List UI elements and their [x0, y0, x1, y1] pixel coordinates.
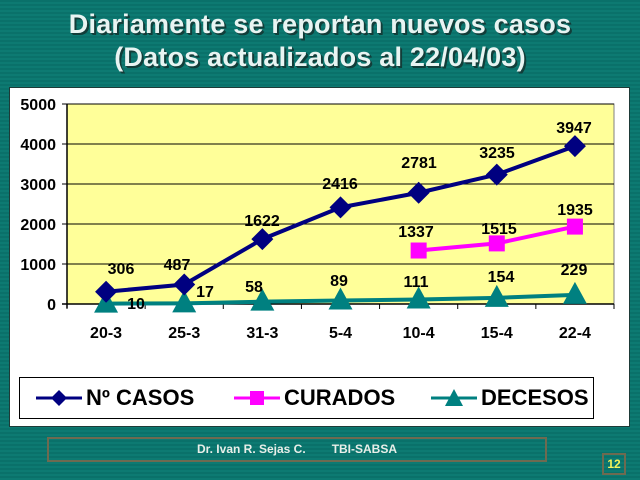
- legend-item-curados: CURADOS: [234, 378, 395, 418]
- square-marker-icon: [488, 235, 505, 252]
- data-label: 154: [488, 269, 515, 286]
- y-tick-label: 0: [47, 297, 56, 314]
- data-labels: 306 487 1622 2416 2781 3235 3947 1337 1515 1935 10…: [108, 120, 593, 313]
- legend-label-decesos: DECESOS: [481, 385, 589, 410]
- diamond-marker-icon: [251, 228, 274, 251]
- data-label: 1337: [398, 224, 434, 241]
- data-label: 306: [108, 261, 135, 278]
- data-label: 3235: [479, 145, 515, 162]
- data-label: 111: [404, 274, 429, 291]
- triangle-marker-icon: [172, 290, 197, 313]
- diamond-marker-icon: [329, 196, 352, 219]
- square-marker-icon: [566, 218, 583, 235]
- diamond-marker-icon: [173, 273, 196, 296]
- data-label: 2416: [322, 176, 358, 193]
- chart-legend: Nº CASOS CURADOS DECESOS: [19, 377, 594, 419]
- data-label: 3947: [556, 120, 592, 137]
- triangle-marker-icon: [328, 287, 353, 310]
- diamond-marker-icon: [485, 163, 508, 186]
- x-tick-label: 10-4: [403, 325, 435, 342]
- y-tick-label: 2000: [20, 217, 56, 234]
- data-label: 17: [196, 284, 214, 301]
- data-label: 89: [330, 273, 348, 290]
- legend-item-casos: Nº CASOS: [36, 378, 194, 418]
- x-tick-label: 20-3: [90, 325, 122, 342]
- page-number: 12: [602, 453, 626, 475]
- data-label: 10: [127, 296, 145, 313]
- data-label: 1935: [557, 202, 593, 219]
- triangle-marker-icon: [562, 281, 587, 304]
- triangle-marker-icon: [406, 286, 431, 309]
- x-tick-label: 25-3: [168, 325, 200, 342]
- data-label: 2781: [401, 155, 437, 172]
- x-axis-ticks: 20-3 25-3 31-3 5-4 10-4 15-4 22-4: [90, 325, 591, 342]
- diamond-marker-icon: [407, 181, 430, 204]
- diamond-marker-icon: [36, 390, 82, 406]
- footer-box: Dr. Ivan R. Sejas C. TBI-SABSA: [47, 437, 547, 462]
- data-series: [94, 135, 587, 313]
- triangle-marker-icon: [250, 288, 275, 311]
- data-label: 229: [561, 262, 588, 279]
- x-tick-label: 31-3: [246, 325, 278, 342]
- legend-label-casos: Nº CASOS: [86, 385, 195, 410]
- title-line-2: (Datos actualizados al 22/04/03): [114, 42, 526, 72]
- y-tick-label: 1000: [20, 257, 56, 274]
- diamond-marker-icon: [95, 280, 118, 303]
- gridlines: [67, 103, 614, 265]
- y-tick-label: 5000: [20, 97, 56, 114]
- diamond-marker-icon: [563, 135, 586, 158]
- square-marker-icon: [234, 391, 280, 405]
- slide-title: Diariamente se reportan nuevos casos (Da…: [0, 8, 640, 74]
- y-tick-label: 4000: [20, 137, 56, 154]
- triangle-marker-icon: [484, 284, 509, 307]
- x-tick-label: 15-4: [481, 325, 513, 342]
- x-tick-label: 22-4: [559, 325, 591, 342]
- footer-author: Dr. Ivan R. Sejas C.: [196, 442, 306, 456]
- y-tick-label: 3000: [20, 177, 56, 194]
- data-label: 487: [164, 257, 191, 274]
- data-label: 1515: [481, 221, 517, 238]
- data-label: 1622: [244, 213, 280, 230]
- y-axis-ticks: 0 1000 2000 3000 4000 5000: [20, 97, 56, 314]
- square-marker-icon: [410, 242, 427, 259]
- legend-label-curados: CURADOS: [284, 385, 396, 410]
- data-label: 58: [245, 279, 263, 296]
- triangle-marker-icon: [431, 389, 477, 406]
- x-tick-label: 5-4: [329, 325, 352, 342]
- legend-item-decesos: DECESOS: [431, 378, 589, 418]
- footer-org: TBI-SABSA: [331, 442, 398, 456]
- title-line-1: Diariamente se reportan nuevos casos: [68, 9, 572, 39]
